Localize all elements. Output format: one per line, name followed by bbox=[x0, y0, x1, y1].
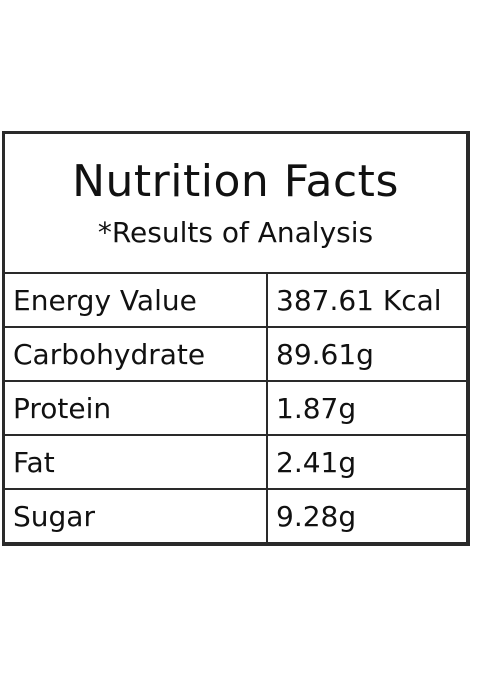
row-label: Energy Value bbox=[5, 274, 268, 326]
row-label: Fat bbox=[5, 436, 268, 488]
nutrition-subtitle: *Results of Analysis bbox=[97, 216, 374, 249]
table-row-protein: Protein 1.87g bbox=[5, 382, 466, 436]
nutrition-facts-panel: Nutrition Facts *Results of Analysis Ene… bbox=[2, 131, 470, 546]
row-label: Protein bbox=[5, 382, 268, 434]
nutrition-table: Energy Value 387.61 Kcal Carbohydrate 89… bbox=[5, 274, 466, 542]
nutrition-header: Nutrition Facts *Results of Analysis bbox=[5, 134, 466, 274]
row-value: 387.61 Kcal bbox=[276, 283, 442, 317]
row-value: 9.28g bbox=[276, 499, 357, 533]
row-label: Sugar bbox=[5, 490, 268, 542]
nutrition-title: Nutrition Facts bbox=[72, 156, 399, 207]
table-row-carbohydrate: Carbohydrate 89.61g bbox=[5, 328, 466, 382]
row-value: 1.87g bbox=[276, 391, 357, 425]
table-row-energy: Energy Value 387.61 Kcal bbox=[5, 274, 466, 328]
table-row-sugar: Sugar 9.28g bbox=[5, 490, 466, 542]
row-label: Carbohydrate bbox=[5, 328, 268, 380]
table-row-fat: Fat 2.41g bbox=[5, 436, 466, 490]
row-value: 2.41g bbox=[276, 445, 357, 479]
row-value: 89.61g bbox=[276, 337, 374, 371]
